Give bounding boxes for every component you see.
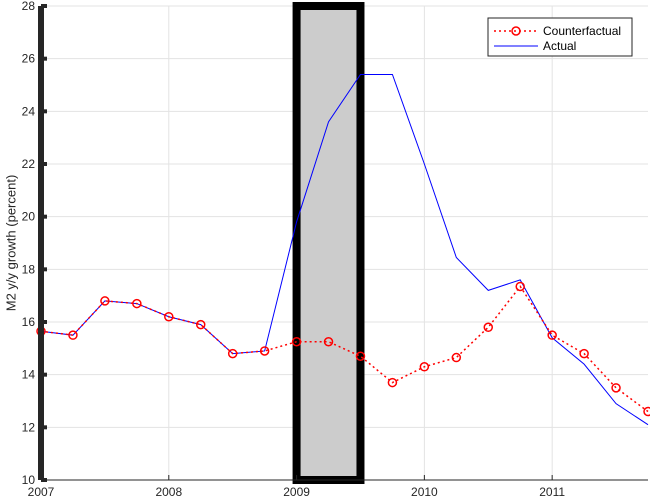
x-tick-label-2007: 2007	[28, 485, 55, 499]
y-tick-label-24: 24	[22, 104, 36, 118]
legend-counterfactual-marker	[511, 26, 521, 36]
x-tick-label-2009: 2009	[283, 485, 310, 499]
counterfactual-point-3	[132, 298, 142, 309]
legend-box	[487, 17, 633, 57]
y-tick-label-20: 20	[22, 210, 36, 224]
counterfactual-point-1	[68, 330, 78, 340]
counterfactual-point-17	[579, 348, 589, 359]
counterfactual-point-9	[323, 337, 334, 347]
y-tick-label-12: 12	[22, 420, 36, 434]
counterfactual-point-4	[164, 311, 174, 322]
counterfactual-point-18	[611, 383, 621, 393]
counterfactual-point-5	[195, 319, 206, 330]
counterfactual-point-7	[259, 346, 270, 356]
x-tick-label-2010: 2010	[411, 485, 438, 499]
y-tick-label-10: 10	[22, 473, 36, 487]
y-tick-label-28: 28	[22, 0, 36, 13]
y-tick-label-18: 18	[22, 262, 36, 276]
legend: Counterfactual Actual	[487, 17, 633, 57]
counterfactual-point-16	[547, 330, 557, 340]
series-counterfactual-line	[40, 285, 649, 413]
shaded-region-layer	[292, 2, 365, 484]
counterfactual-point-8	[291, 337, 302, 347]
legend-actual-label: Actual	[543, 39, 576, 53]
counterfactual-point-19	[643, 406, 650, 417]
counterfactual-point-10	[355, 351, 366, 361]
x-tick-label-2008: 2008	[155, 485, 182, 499]
y-tick-label-26: 26	[22, 52, 36, 66]
x-tick-label-2011: 2011	[539, 485, 565, 499]
counterfactual-point-11	[387, 377, 398, 388]
shaded-region	[292, 2, 365, 484]
axes	[38, 4, 648, 482]
tick-labels: 10 12 14 16 18 20 22 24 26 28 2007 2008 2009 2010 2011	[22, 0, 566, 499]
counterfactual-point-15	[515, 281, 525, 292]
y-tick-label-16: 16	[22, 315, 36, 329]
counterfactual-point-13	[451, 352, 462, 363]
y-axis-label: M2 y/y growth (percent)	[3, 175, 18, 312]
y-tick-label-22: 22	[22, 157, 36, 171]
counterfactual-point-14	[483, 322, 494, 333]
y-tick-label-14: 14	[22, 368, 36, 382]
counterfactual-point-2	[100, 296, 110, 306]
series-layer	[36, 73, 650, 426]
legend-counterfactual-label: Counterfactual	[543, 24, 621, 38]
counterfactual-point-6	[227, 348, 238, 359]
counterfactual-point-12	[419, 362, 430, 372]
